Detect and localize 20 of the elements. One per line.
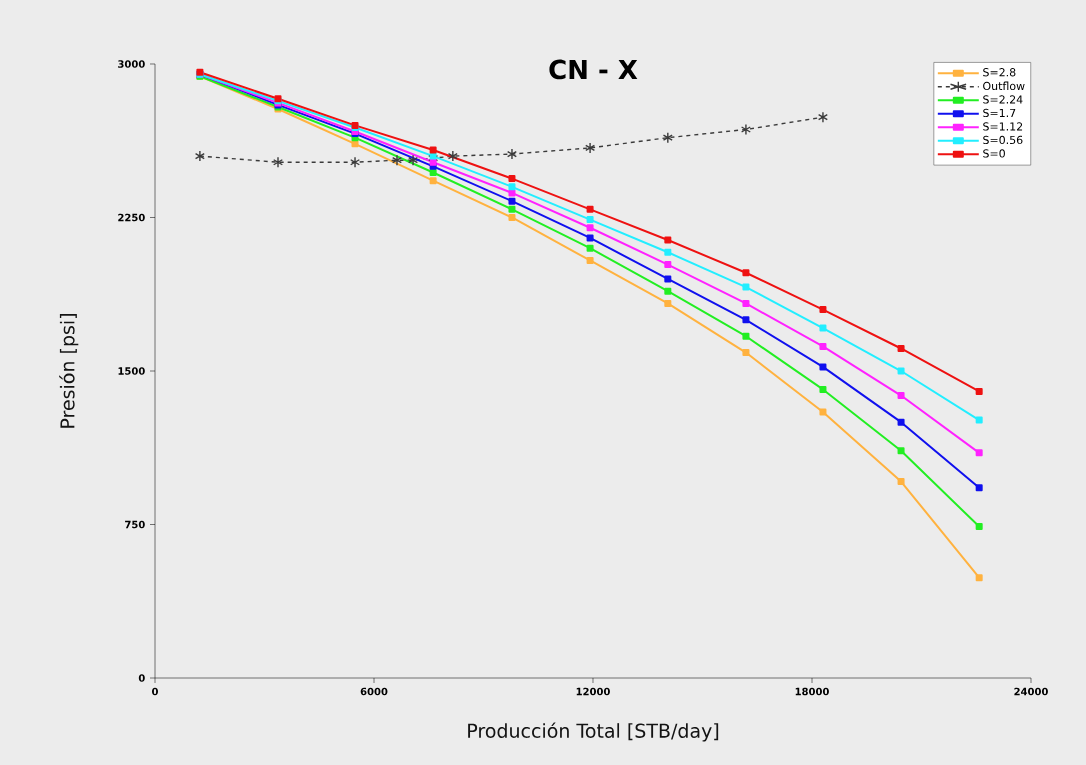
y-tick-label: 0 [138, 674, 145, 682]
x-tick-label: 6000 [360, 687, 388, 696]
y-tick-label: 3000 [118, 60, 145, 68]
legend-label: S=0 [983, 149, 1005, 158]
chart-title: CN - X [549, 59, 638, 80]
legend-label: S=1.7 [983, 108, 1016, 118]
legend-label: S=1.12 [983, 122, 1023, 131]
x-tick-label: 24000 [1014, 687, 1048, 696]
y-tick-label: 1500 [118, 367, 145, 375]
y-tick-label: 2250 [118, 213, 145, 222]
legend-label: Outflow [983, 81, 1025, 91]
x-axis-title: Producción Total [STB/day] [468, 722, 719, 742]
legend-label: S=0.56 [983, 135, 1023, 145]
y-axis-title: Presión [psi] [59, 314, 79, 428]
x-tick-label: 18000 [795, 687, 829, 696]
x-tick-label: 0 [152, 687, 158, 696]
y-tick-label: 750 [125, 520, 145, 529]
legend-label: S=2.8 [983, 68, 1016, 77]
x-tick-label: 12000 [576, 687, 610, 696]
legend-label: S=2.24 [983, 95, 1023, 104]
